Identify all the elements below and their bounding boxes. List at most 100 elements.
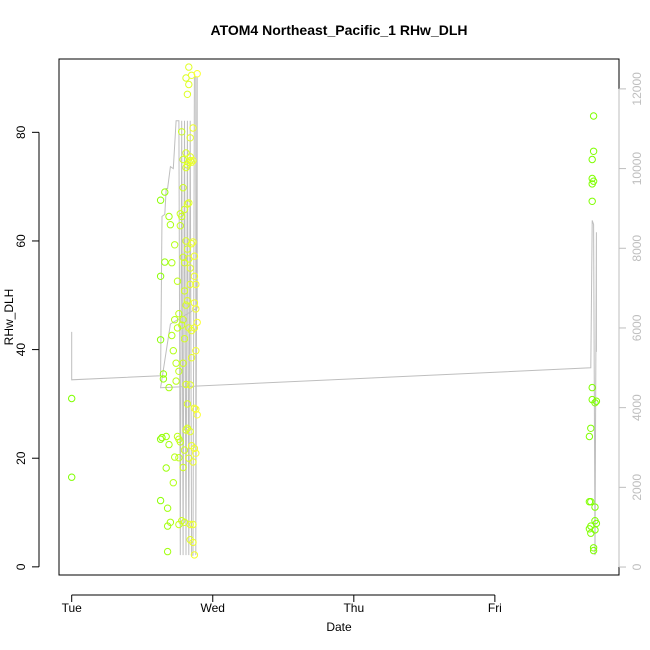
data-point [193, 318, 201, 327]
y-tick-label: 20 [14, 451, 28, 465]
y-axis-right: 0 2000 4000 6000 8000 10000 12000 [618, 72, 644, 570]
chart-title: ATOM4 Northeast_Pacific_1 RHw_DLH [211, 22, 468, 38]
data-point [185, 199, 193, 207]
data-point [187, 354, 196, 362]
data-point [182, 301, 190, 309]
data-point [171, 316, 179, 324]
y2-tick-label: 6000 [630, 314, 644, 341]
data-point [190, 272, 199, 280]
data-point [186, 520, 194, 529]
data-point [186, 381, 194, 389]
data-point [180, 259, 189, 267]
data-point [192, 305, 200, 313]
data-point [192, 449, 200, 457]
y-axis-left: 0 20 40 60 80 [14, 125, 40, 570]
data-point [182, 426, 190, 434]
data-point [189, 520, 197, 529]
data-point [183, 297, 192, 305]
data-point [589, 544, 598, 552]
data-point [178, 212, 186, 221]
y-tick-label: 80 [14, 125, 28, 139]
y2-tick-label: 12000 [630, 72, 644, 106]
data-point [587, 498, 595, 506]
data-point [588, 197, 596, 206]
data-point [186, 264, 194, 272]
data-point [183, 400, 192, 408]
data-point [165, 212, 173, 221]
data-point [169, 479, 178, 487]
data-point [179, 184, 187, 192]
data-point [186, 134, 194, 142]
data-point [162, 464, 170, 472]
data-point [592, 397, 601, 405]
data-point [179, 463, 187, 472]
data-point [156, 336, 165, 344]
y2-tick-label: 8000 [630, 235, 644, 262]
data-point [180, 446, 189, 454]
data-point [171, 241, 179, 249]
data-point [161, 258, 169, 266]
data-point [183, 200, 192, 208]
data-point [180, 335, 189, 343]
data-point [589, 177, 598, 185]
data-point [587, 529, 595, 537]
data-point [186, 156, 194, 165]
data-point [592, 519, 601, 528]
data-point [190, 551, 199, 559]
data-point [165, 440, 173, 449]
data-point [178, 128, 186, 136]
y2-tick-label: 10000 [630, 152, 644, 186]
data-point [68, 473, 76, 481]
data-point [68, 394, 76, 403]
data-point [189, 156, 197, 165]
data-point [179, 316, 187, 324]
data-point [588, 383, 596, 392]
data-point [180, 287, 189, 295]
data-point [165, 383, 173, 392]
data-point [171, 453, 179, 461]
data-point [190, 252, 199, 260]
data-point [193, 411, 201, 419]
y2-tick-label: 0 [630, 563, 644, 570]
data-point [159, 370, 168, 378]
y2-tick-label: 2000 [630, 474, 644, 501]
x-tick-label: Tue [62, 601, 83, 615]
data-point [172, 377, 180, 385]
x-axis: Tue Wed Thu Fri [62, 594, 502, 615]
data-point [161, 188, 169, 196]
data-point [158, 433, 166, 442]
data-point [175, 310, 183, 318]
data-point [169, 347, 178, 355]
data-point [187, 240, 196, 248]
data-point [192, 280, 200, 289]
data-point [589, 147, 598, 156]
data-point [182, 380, 190, 389]
data-point [183, 90, 192, 99]
data-point [159, 375, 168, 383]
data-point [185, 454, 193, 462]
data-point [185, 63, 193, 71]
data-point [179, 359, 187, 367]
x-tick-label: Thu [343, 601, 364, 615]
data-point [156, 196, 165, 204]
y-axis-label: RHw_DLH [2, 289, 16, 346]
data-point [166, 221, 175, 229]
plot-frame [58, 58, 620, 576]
data-point [163, 547, 172, 556]
data-point [591, 503, 599, 511]
altitude-line-layer [71, 76, 597, 556]
altitude-line [71, 76, 597, 556]
data-point [585, 432, 594, 441]
data-point [166, 518, 175, 526]
y-tick-label: 0 [14, 563, 28, 570]
data-point [189, 458, 197, 466]
data-point [186, 427, 194, 436]
data-point [182, 149, 190, 157]
data-point [185, 158, 193, 166]
data-point [186, 280, 194, 289]
data-point [156, 272, 165, 280]
x-axis-label: Date [326, 620, 352, 634]
x-tick-label: Wed [201, 601, 225, 615]
y-tick-label: 60 [14, 234, 28, 248]
